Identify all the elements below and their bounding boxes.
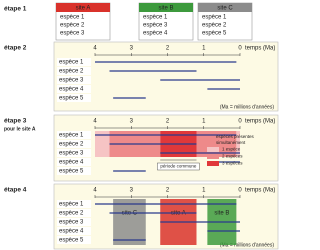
site-header bbox=[139, 3, 193, 12]
species-label: espèce 4 bbox=[59, 87, 84, 93]
tick-label: 3 bbox=[130, 188, 134, 194]
species-label-box bbox=[57, 227, 91, 235]
species-label-box bbox=[57, 58, 91, 66]
legend-label: 3 espèces bbox=[222, 161, 243, 166]
axis-label: temps (Ma) bbox=[245, 46, 275, 52]
legend-title: simultanément bbox=[216, 140, 246, 145]
species-label-box bbox=[57, 158, 91, 166]
site-species: espèce 5 bbox=[202, 31, 227, 37]
tick-label: 0 bbox=[238, 46, 242, 52]
step-label: étape 2 bbox=[4, 45, 27, 52]
tick-label: 3 bbox=[130, 119, 134, 125]
tick-label: 3 bbox=[130, 46, 134, 52]
species-label: espèce 5 bbox=[59, 169, 84, 175]
species-label-box bbox=[57, 200, 91, 208]
overlap-band bbox=[236, 131, 240, 157]
legend-swatch bbox=[207, 154, 219, 159]
site-species: espèce 1 bbox=[143, 15, 168, 21]
species-label: espèce 5 bbox=[59, 238, 84, 244]
species-label-box bbox=[57, 167, 91, 175]
species-label: espèce 4 bbox=[59, 229, 84, 235]
species-label: espèce 3 bbox=[59, 78, 84, 84]
tick-label: 1 bbox=[202, 119, 206, 125]
step-sublabel: pour le site A bbox=[4, 126, 36, 132]
diagram: étape 1 étape 2 étape 3 pour le site A é… bbox=[4, 2, 279, 250]
tick-label: 4 bbox=[93, 188, 97, 194]
site-common bbox=[113, 199, 146, 245]
species-label: espèce 1 bbox=[59, 60, 84, 66]
species-label-box bbox=[57, 236, 91, 244]
species-label-box bbox=[57, 149, 91, 157]
axis-label: temps (Ma) bbox=[245, 188, 275, 194]
panel bbox=[53, 41, 279, 112]
common-label: période commune bbox=[160, 164, 197, 169]
species-label-box bbox=[57, 209, 91, 217]
site-species: espèce 3 bbox=[60, 31, 85, 37]
tick-label: 2 bbox=[166, 188, 170, 194]
tick-label: 2 bbox=[166, 46, 170, 52]
note: (Ma = millions d'années) bbox=[220, 104, 275, 110]
tick-label: 0 bbox=[238, 188, 242, 194]
site-species: espèce 2 bbox=[60, 23, 85, 29]
species-label: espèce 2 bbox=[59, 69, 84, 75]
species-label-box bbox=[57, 67, 91, 75]
site-species: espèce 3 bbox=[143, 23, 168, 29]
site-header bbox=[56, 3, 110, 12]
species-label-box bbox=[57, 76, 91, 84]
axis-label: temps (Ma) bbox=[245, 119, 275, 125]
species-label-box bbox=[57, 94, 91, 102]
tick-label: 4 bbox=[93, 119, 97, 125]
step-label: étape 3 bbox=[4, 118, 27, 125]
species-label: espèce 1 bbox=[59, 133, 84, 139]
site-species: espèce 4 bbox=[143, 31, 168, 37]
site-species: espèce 1 bbox=[202, 15, 227, 21]
tick-label: 1 bbox=[202, 46, 206, 52]
tick-label: 1 bbox=[202, 188, 206, 194]
tick-label: 4 bbox=[93, 46, 97, 52]
site-species: espèce 1 bbox=[60, 15, 85, 21]
site-species: espèce 2 bbox=[202, 23, 227, 29]
note: (Ma = millions d'années) bbox=[220, 242, 275, 248]
tick-label: 2 bbox=[166, 119, 170, 125]
species-label: espèce 3 bbox=[59, 151, 84, 157]
step-label: étape 1 bbox=[4, 6, 27, 13]
legend-swatch bbox=[207, 161, 219, 166]
legend-swatch bbox=[207, 147, 219, 152]
legend-title: espèces présentes bbox=[216, 134, 255, 139]
overlap-band bbox=[95, 131, 110, 157]
species-label-box bbox=[57, 218, 91, 226]
site-name: site B bbox=[214, 211, 229, 217]
species-label: espèce 5 bbox=[59, 96, 84, 102]
tick-label: 0 bbox=[238, 119, 242, 125]
site-header bbox=[198, 3, 252, 12]
site-name: site A bbox=[76, 6, 91, 12]
species-label-box bbox=[57, 85, 91, 93]
site-name: site C bbox=[217, 6, 233, 12]
legend-label: 1 espèce bbox=[222, 147, 241, 152]
step-label: étape 4 bbox=[4, 187, 27, 194]
legend-label: 2 espèces bbox=[222, 154, 243, 159]
species-label: espèce 2 bbox=[59, 142, 84, 148]
species-label: espèce 2 bbox=[59, 211, 84, 217]
common-label-box bbox=[157, 162, 200, 171]
species-label: espèce 4 bbox=[59, 160, 84, 166]
species-label-box bbox=[57, 131, 91, 139]
site-name: site B bbox=[158, 6, 173, 12]
species-label: espèce 1 bbox=[59, 202, 84, 208]
species-label: espèce 3 bbox=[59, 220, 84, 226]
species-label-box bbox=[57, 140, 91, 148]
